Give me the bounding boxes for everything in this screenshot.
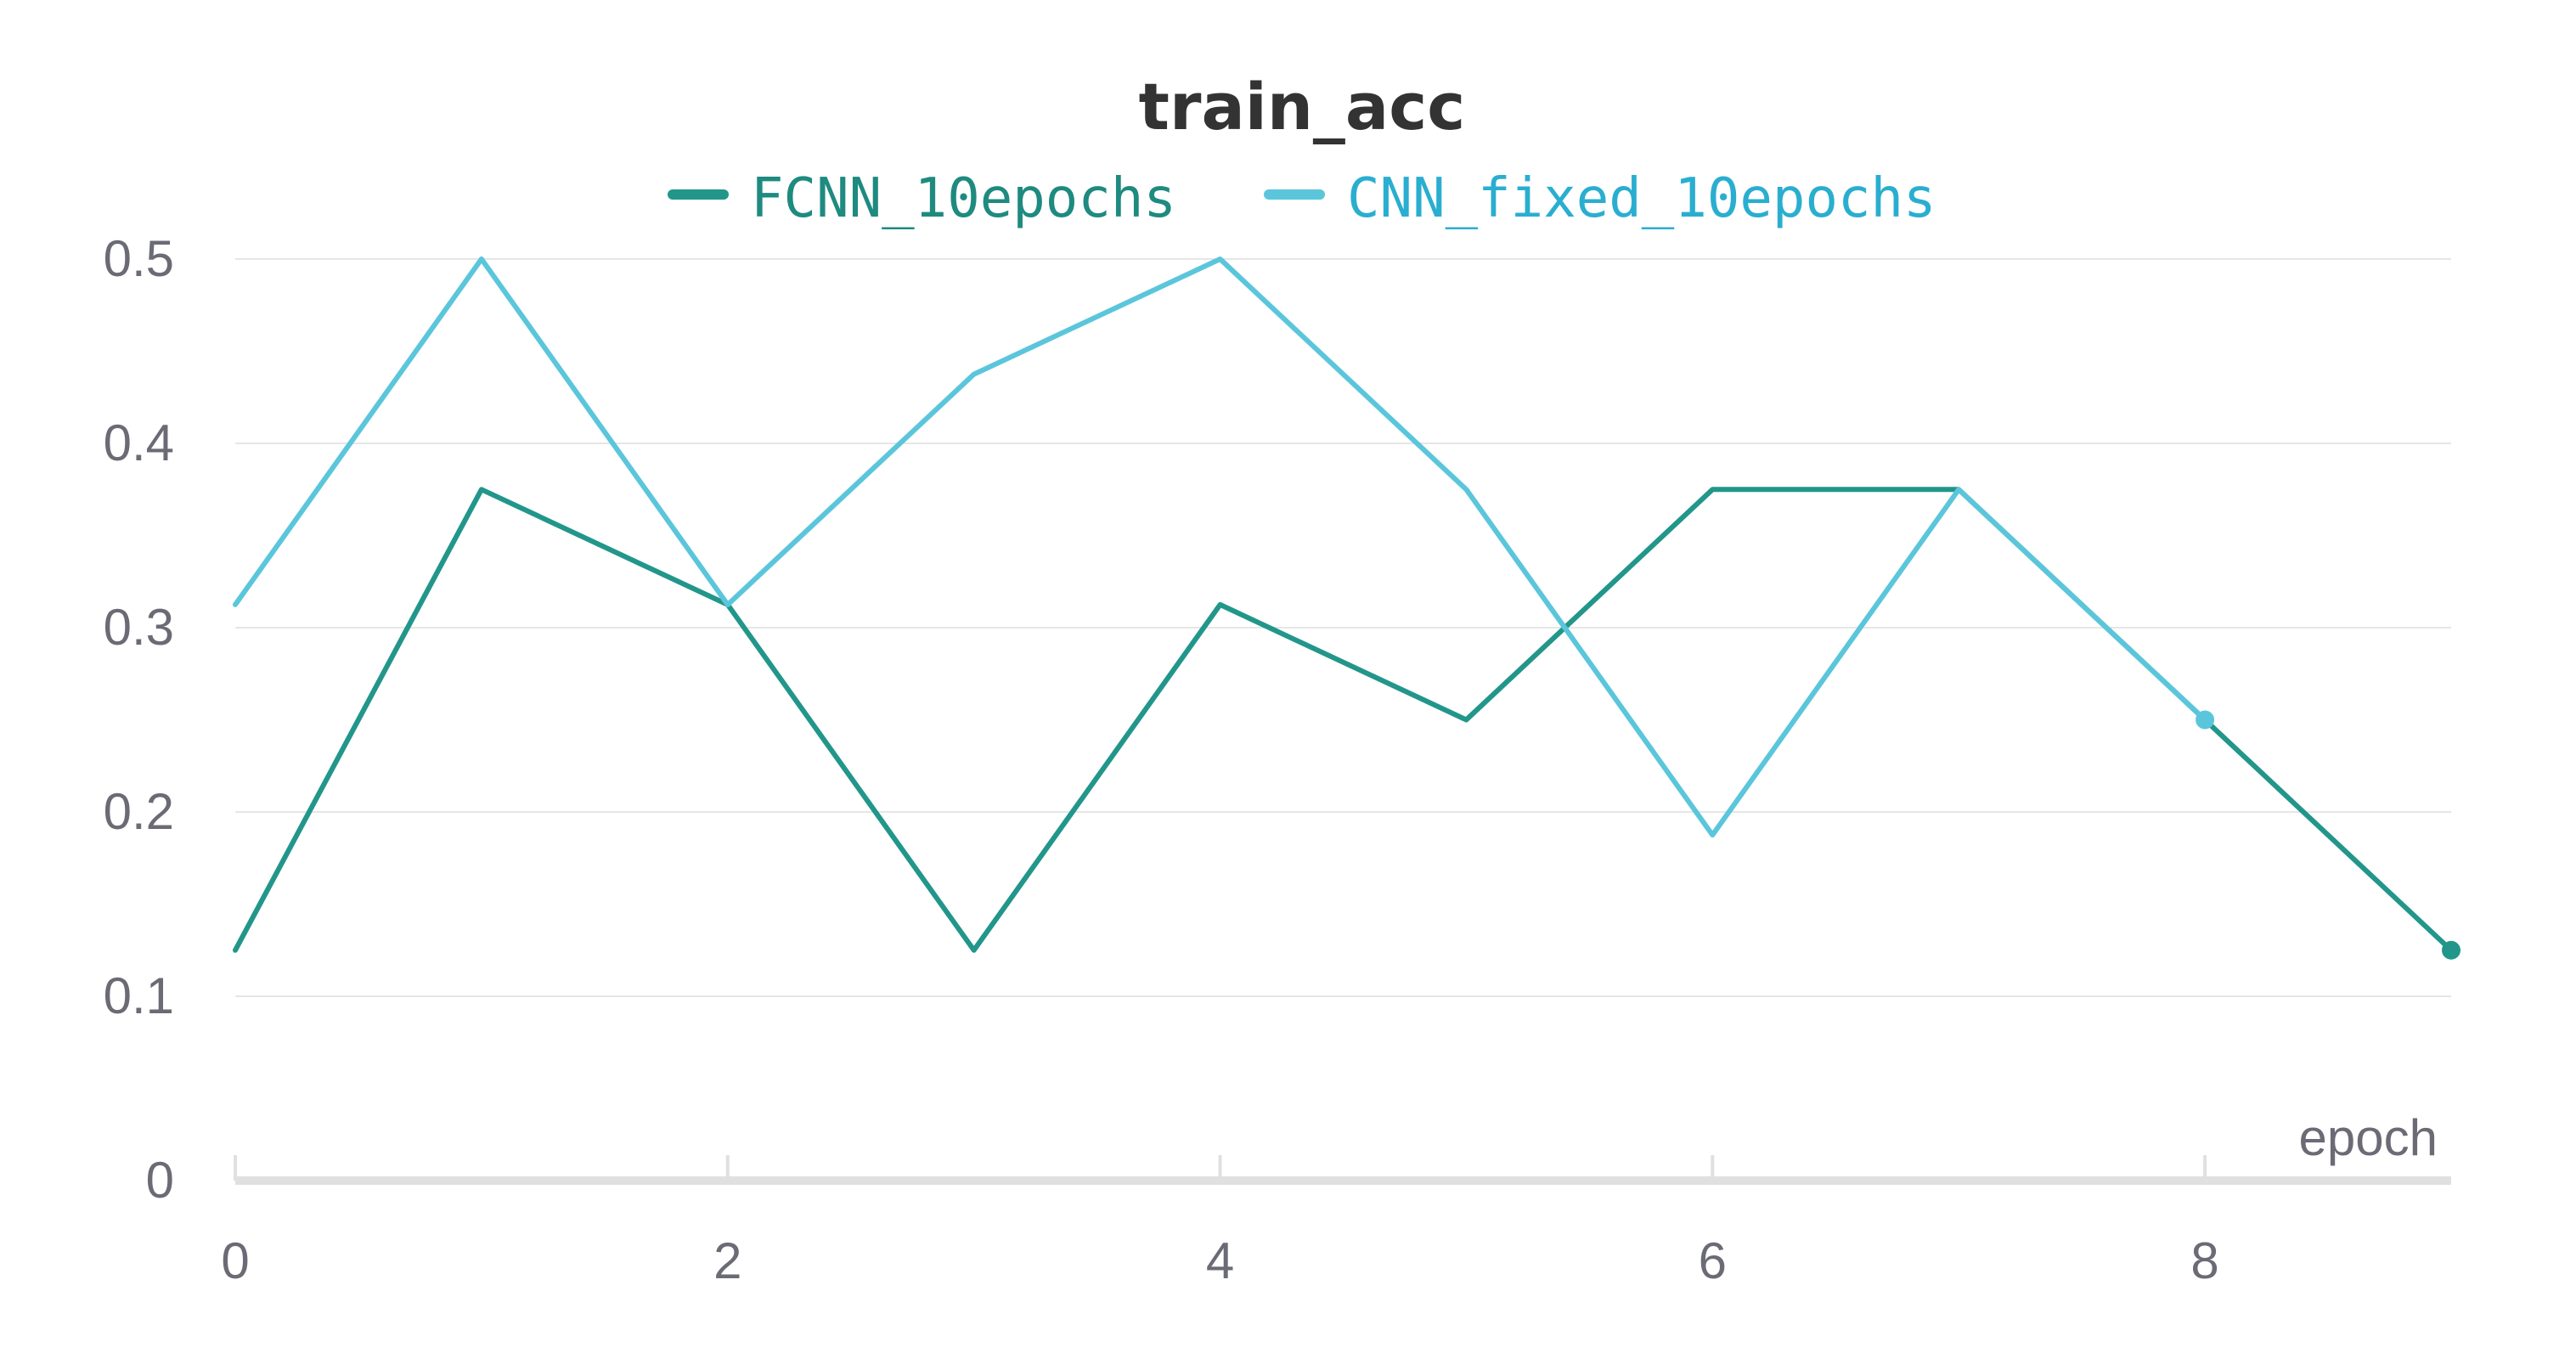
legend-label-cnn-fixed: CNN_fixed_10epochs: [1347, 167, 1936, 230]
series-line-1[interactable]: [233, 257, 2208, 838]
x-tick-label: 8: [2190, 1232, 2218, 1289]
y-tick-label: 0.5: [104, 230, 174, 287]
y-tick-label: 0: [146, 1152, 174, 1209]
series-end-point-1[interactable]: [2196, 710, 2215, 730]
grid-lines: [235, 258, 2451, 997]
y-axis-tick-labels: 0 0.1 0.2 0.3 0.4 0.5: [104, 230, 174, 1209]
x-tick-label: 0: [221, 1232, 249, 1289]
x-tick-label: 6: [1699, 1232, 1727, 1289]
y-tick-label: 0.2: [104, 783, 174, 840]
chart-title: train_acc: [1139, 69, 1466, 144]
series-line-0[interactable]: [233, 487, 2454, 953]
x-axis-label: epoch: [2299, 1109, 2438, 1166]
legend-item-cnn-fixed[interactable]: CNN_fixed_10epochs: [1264, 167, 1936, 230]
y-tick-label: 0.4: [104, 414, 174, 471]
legend: FCNN_10epochs CNN_fixed_10epochs: [668, 167, 1936, 230]
series-lines: [233, 257, 2460, 960]
legend-label-fcnn: FCNN_10epochs: [751, 167, 1176, 230]
x-tick-label: 2: [713, 1232, 741, 1289]
series-end-point-0[interactable]: [2442, 940, 2460, 960]
x-tick-label: 4: [1206, 1232, 1234, 1289]
legend-item-fcnn[interactable]: FCNN_10epochs: [668, 167, 1176, 230]
x-axis-ticks: 0 2 4 6 8: [221, 1155, 2219, 1289]
y-tick-label: 0.1: [104, 967, 174, 1024]
y-tick-label: 0.3: [104, 599, 174, 656]
